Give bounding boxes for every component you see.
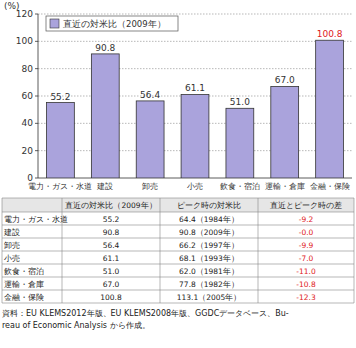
table-header-bg: [2, 198, 354, 212]
table-rule: [2, 198, 354, 199]
table-rule: [2, 238, 354, 239]
tick: [35, 68, 38, 69]
table-cell: 67.0: [103, 280, 120, 289]
table-cell: -7.0: [299, 254, 314, 263]
tick: [35, 178, 38, 179]
tick-label: 100: [16, 36, 33, 46]
table-cell: 飲食・宿泊: [4, 267, 44, 276]
table-cell: 51.0: [103, 267, 120, 276]
data-label: 55.2: [50, 92, 70, 102]
bar: [226, 108, 254, 178]
data-label: 51.0: [230, 97, 250, 107]
bar: [316, 40, 344, 178]
table-cell: 電力・ガス・水道: [4, 215, 68, 224]
table-cell: 66.2（1997年）: [179, 241, 239, 250]
table-header: 直近とピーク時の差: [270, 201, 342, 210]
bar: [91, 54, 119, 178]
table-rule: [160, 198, 161, 303]
grid-line: [38, 41, 352, 42]
data-label: 56.4: [140, 90, 160, 100]
tick-label: 40: [22, 118, 34, 128]
table-rule: [2, 264, 354, 265]
table-cell: 100.8: [100, 293, 122, 302]
category-label: 金融・保険: [310, 182, 350, 191]
category-label: 卸売: [142, 182, 158, 191]
table-rule: [2, 212, 354, 213]
table-cell: -0.0: [299, 228, 314, 237]
category-label: 小売: [187, 182, 203, 191]
table-cell: 運輸・倉庫: [4, 280, 44, 289]
table-cell: 55.2: [103, 215, 120, 224]
tick: [35, 41, 38, 42]
tick-label: 80: [22, 64, 34, 74]
grid-line: [38, 14, 352, 15]
table-cell: -12.3: [296, 293, 316, 302]
table-rule: [258, 198, 259, 303]
table-cell: 90.8: [103, 228, 120, 237]
table-rule: [2, 303, 354, 304]
figure: (%)02040608010012055.290.856.461.151.067…: [0, 0, 356, 348]
legend-label: 直近の対米比（2009年）: [63, 19, 166, 29]
y-axis: [38, 14, 39, 178]
source-note: 資料：EU KLEMS2012年版、EU KLEMS2008年版、GGDCデータ…: [2, 309, 289, 318]
data-label: 100.8: [317, 29, 343, 39]
category-label: 飲食・宿泊: [220, 182, 260, 191]
table-cell: 68.1（1993年）: [179, 254, 239, 263]
table-cell: 64.4（1984年）: [179, 215, 239, 224]
bar: [136, 101, 164, 178]
category-label: 運輸・倉庫: [265, 182, 305, 191]
tick: [35, 14, 38, 15]
tick: [35, 123, 38, 124]
data-label: 90.8: [95, 43, 115, 53]
data-label: 61.1: [185, 83, 205, 93]
table-cell: -9.9: [299, 241, 314, 250]
table-cell: 小売: [4, 254, 20, 263]
tick-label: 120: [16, 9, 33, 19]
table-cell: 金融・保険: [4, 293, 44, 302]
bar: [271, 86, 299, 178]
table-rule: [2, 290, 354, 291]
table-header: 直近の対米比（2009年）: [65, 201, 156, 210]
table-cell: 56.4: [103, 241, 120, 250]
bar: [47, 103, 75, 178]
legend-box: [46, 16, 178, 31]
table-rule: [2, 198, 3, 303]
table-cell: 90.8（2009年）: [179, 228, 239, 237]
category-label: 建設: [96, 182, 113, 191]
table-cell: 62.0（1981年）: [179, 267, 239, 276]
table-rule: [354, 198, 355, 303]
table-cell: -11.0: [296, 267, 316, 276]
tick: [35, 150, 38, 151]
table-cell: 卸売: [4, 241, 20, 250]
table-cell: 建設: [3, 228, 20, 237]
table-rule: [2, 251, 354, 252]
bar: [181, 94, 209, 178]
bars: [47, 40, 344, 178]
source-note: reau of Economic Analysis から作成。: [2, 321, 150, 330]
table-rule: [2, 225, 354, 226]
table-cell: 61.1: [103, 254, 120, 263]
table-cell: -10.8: [296, 280, 316, 289]
tick-label: 60: [22, 91, 34, 101]
tick: [35, 96, 38, 97]
table-cell: -9.2: [299, 215, 314, 224]
category-label: 電力・ガス・水道: [28, 182, 92, 191]
data-label: 67.0: [275, 75, 295, 85]
table-cell: 113.1（2005年）: [177, 293, 242, 302]
grid-line: [38, 68, 352, 69]
table-rule: [2, 277, 354, 278]
legend-swatch: [50, 19, 59, 28]
table-header: ピーク時の対米比: [177, 201, 241, 210]
table-cell: 77.8（1982年）: [179, 280, 239, 289]
tick-label: 20: [22, 146, 34, 156]
